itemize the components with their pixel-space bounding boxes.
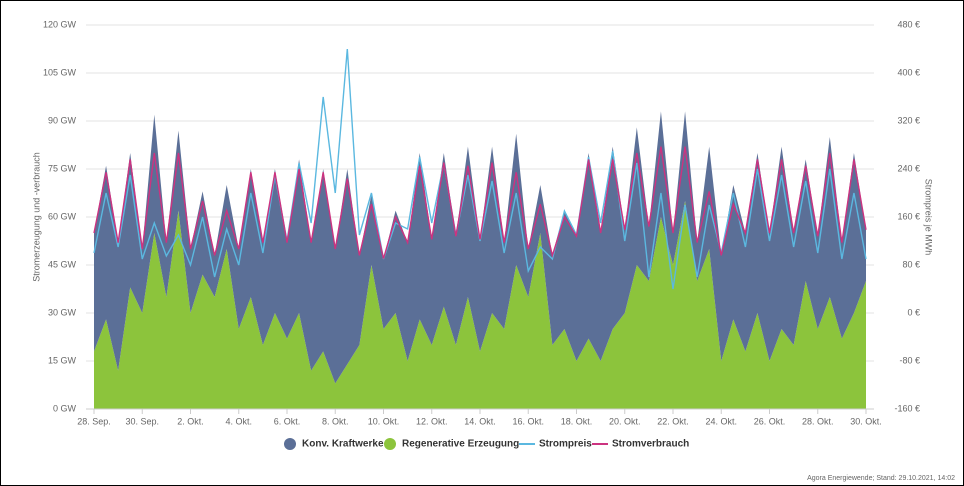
y2-tick-label: -160 € [894,403,920,413]
y-axis-title: Stromerzeugung und -verbrauch [31,152,41,282]
x-tick-label: 24. Okt. [705,416,737,426]
y2-tick-label: 240 € [897,163,920,173]
x-tick-label: 28. Okt. [802,416,834,426]
x-tick-label: 30. Okt. [850,416,882,426]
y2-tick-label: 480 € [897,19,920,29]
y-tick-label: 105 GW [43,67,77,77]
x-tick-label: 30. Sep. [125,416,159,426]
y2-tick-label: 80 € [902,259,920,269]
area [94,111,866,384]
legend-label: Strompreis [539,439,592,450]
x-tick-label: 26. Okt. [754,416,786,426]
area [94,201,866,409]
legend-label: Regenerative Erzeugung [402,439,519,450]
y2-tick-label: 400 € [897,67,920,77]
legend-marker [384,438,396,450]
line [93,48,867,290]
legend-label: Konv. Kraftwerke [302,439,384,450]
legend-marker [284,438,296,450]
y-tick-label: 30 GW [48,307,77,317]
x-tick-label: 20. Okt. [609,416,641,426]
x-tick-label: 4. Okt. [225,416,252,426]
y-tick-label: 90 GW [48,115,77,125]
y-tick-label: 60 GW [48,211,77,221]
source: Agora Energiewende; Stand: 29.10.2021, 1… [807,475,955,482]
x-tick-label: 28. Sep. [77,416,111,426]
x-tick-label: 2. Okt. [177,416,204,426]
y2-tick-label: 320 € [897,115,920,125]
x-tick-label: 10. Okt. [368,416,400,426]
line [93,146,867,259]
legend-label: Stromverbrauch [612,439,689,450]
x-tick-label: 8. Okt. [322,416,349,426]
y2-tick-label: 160 € [897,211,920,221]
y2-tick-label: 0 € [907,307,920,317]
y-tick-label: 15 GW [48,355,77,365]
x-tick-label: 18. Okt. [561,416,593,426]
x-tick-label: 22. Okt. [657,416,689,426]
y-tick-label: 0 GW [53,403,77,413]
y-tick-label: 45 GW [48,259,77,269]
y2-axis-title: Strompreis je MWh [924,179,934,256]
x-tick-label: 14. Okt. [464,416,496,426]
y2-tick-label: -80 € [899,355,920,365]
x-tick-label: 6. Okt. [274,416,301,426]
y-tick-label: 120 GW [43,19,77,29]
x-tick-label: 16. Okt. [512,416,544,426]
x-tick-label: 12. Okt. [416,416,448,426]
y-tick-label: 75 GW [48,163,77,173]
